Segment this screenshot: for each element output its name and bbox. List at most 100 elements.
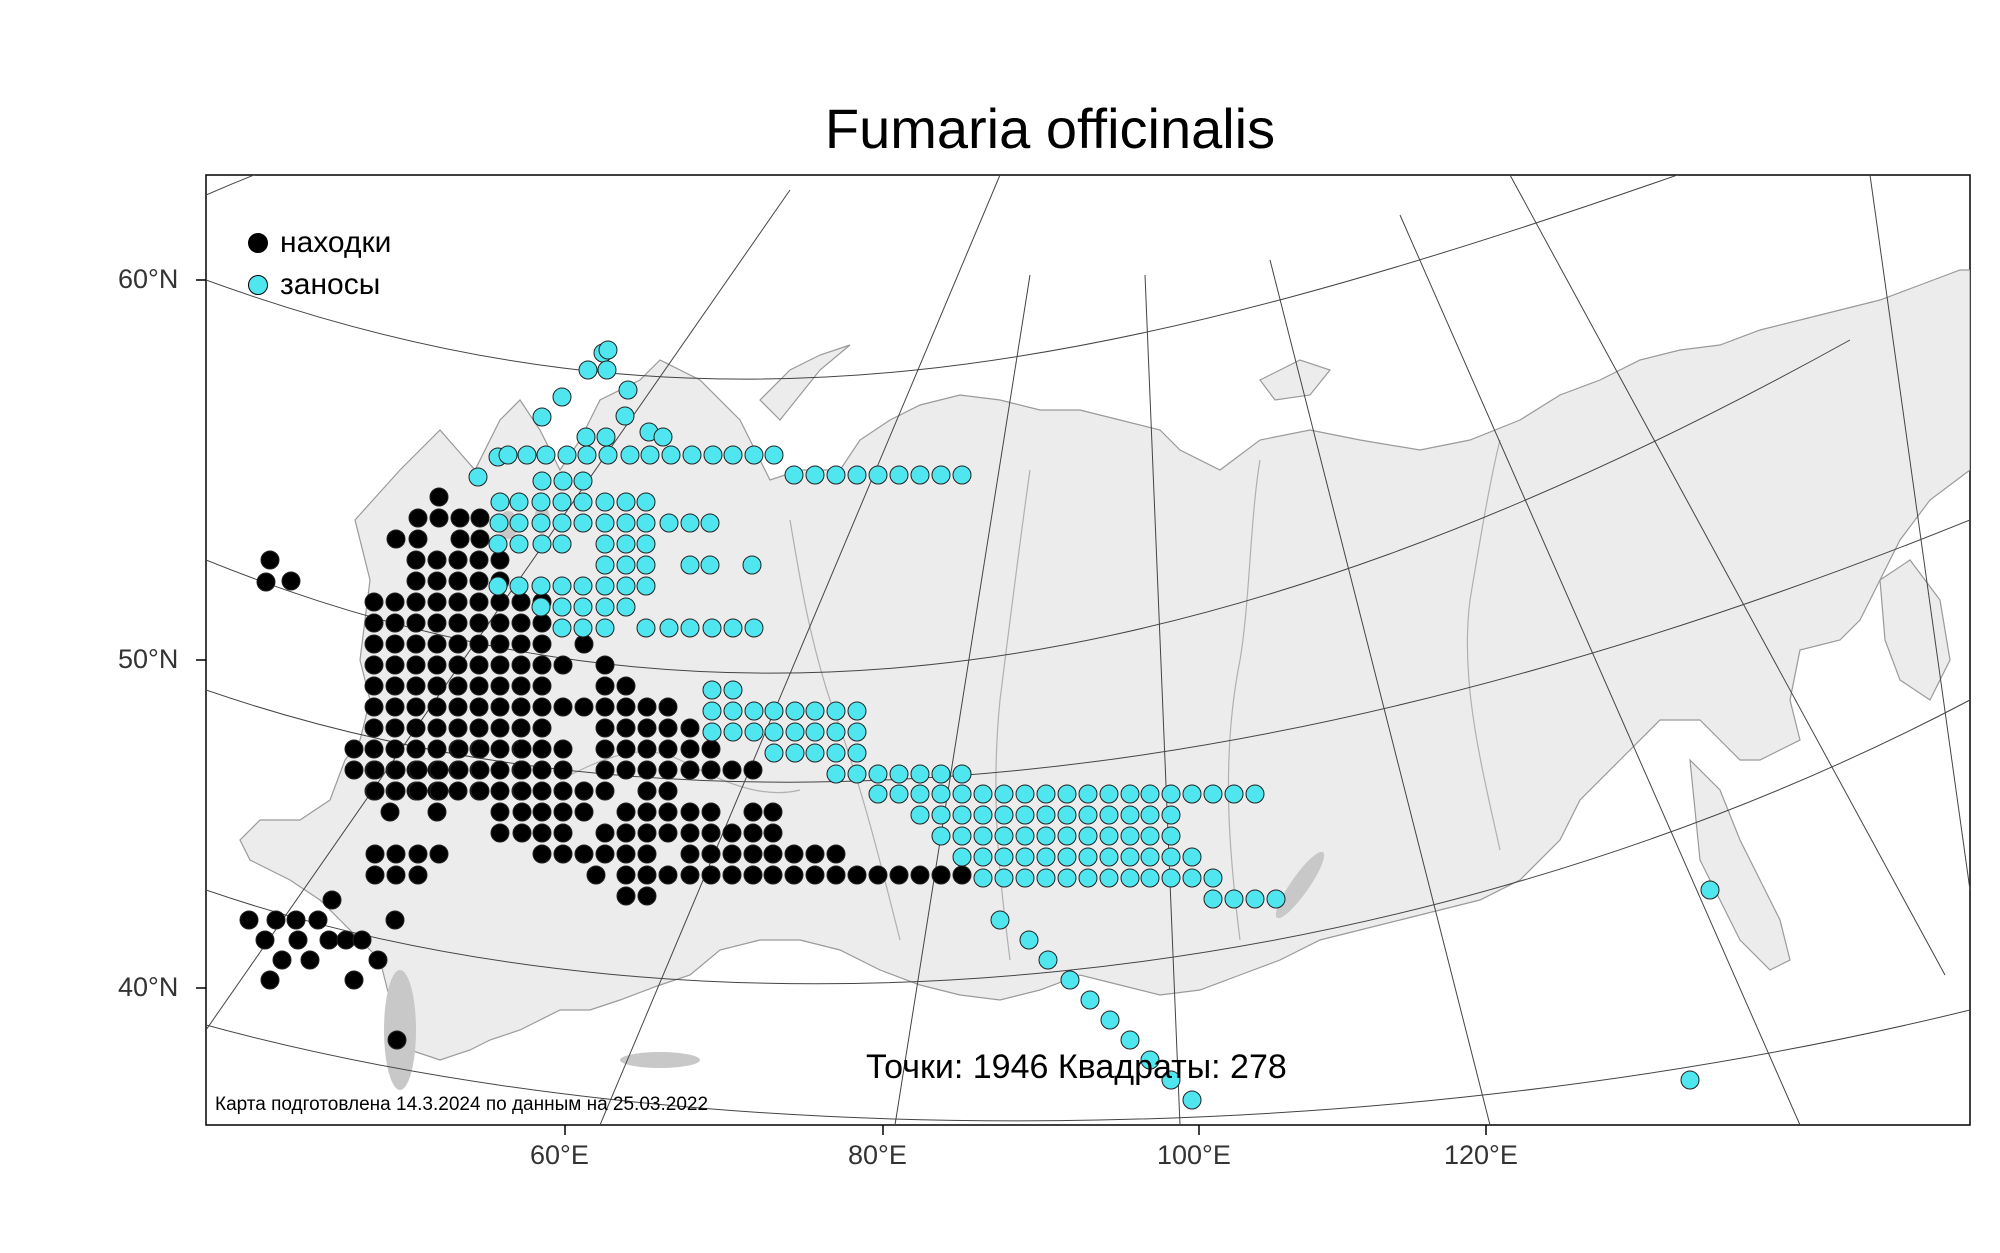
find-record-dot	[448, 550, 468, 570]
introduction-record-dot	[595, 513, 615, 533]
introduction-record-dot	[785, 722, 805, 742]
caspian-sea	[384, 970, 416, 1090]
introduction-record-dot	[578, 360, 598, 380]
find-record-dot	[288, 930, 308, 950]
find-record-dot	[408, 865, 428, 885]
find-record-dot	[365, 781, 385, 801]
introduction-record-dot	[973, 826, 993, 846]
find-record-dot	[532, 739, 552, 759]
introduction-record-dot	[1080, 990, 1100, 1010]
find-record-dot	[406, 613, 426, 633]
find-record-dot	[386, 529, 406, 549]
find-record-dot	[743, 865, 763, 885]
introduction-record-dot	[531, 513, 551, 533]
find-record-dot	[380, 802, 400, 822]
introduction-record-dot	[990, 910, 1010, 930]
introduction-record-dot	[618, 380, 638, 400]
find-record-dot	[429, 844, 449, 864]
find-record-dot	[701, 844, 721, 864]
lake-baikal	[1275, 851, 1325, 919]
introduction-record-dot	[616, 513, 636, 533]
introduction-record-dot	[910, 805, 930, 825]
find-record-dot	[722, 865, 742, 885]
find-record-dot	[595, 718, 615, 738]
introduction-record-dot	[595, 576, 615, 596]
find-record-dot	[385, 592, 405, 612]
introduction-record-dot	[826, 722, 846, 742]
find-record-dot	[469, 592, 489, 612]
find-record-dot	[763, 844, 783, 864]
find-record-dot	[256, 572, 276, 592]
introduction-record-dot	[723, 701, 743, 721]
find-record-dot	[658, 781, 678, 801]
find-record-dot	[308, 910, 328, 930]
find-record-dot	[470, 529, 490, 549]
find-record-dot	[319, 930, 339, 950]
introduction-record-dot	[577, 445, 597, 465]
find-record-dot	[408, 529, 428, 549]
introduction-record-dot	[1140, 826, 1160, 846]
find-record-dot	[336, 930, 356, 950]
find-record-dot	[427, 718, 447, 738]
find-record-dot	[322, 890, 342, 910]
introduction-record-dot	[702, 722, 722, 742]
find-record-dot	[637, 718, 657, 738]
find-record-dot	[386, 781, 406, 801]
find-record-dot	[427, 613, 447, 633]
find-record-dot	[364, 718, 384, 738]
legend-item-finds: находки	[248, 222, 391, 264]
introduction-record-dot	[1120, 868, 1140, 888]
find-record-dot	[469, 697, 489, 717]
introduction-record-dot	[1078, 784, 1098, 804]
introduction-record-dot	[868, 465, 888, 485]
find-record-dot	[553, 823, 573, 843]
map-title: Fumaria officinalis	[824, 97, 1276, 160]
introduction-record-dot	[595, 534, 615, 554]
introduction-record-dot	[531, 597, 551, 617]
introduction-record-dot	[573, 576, 593, 596]
introduction-record-dot	[597, 360, 617, 380]
introduction-record-dot	[805, 722, 825, 742]
introduction-record-dot	[640, 445, 660, 465]
introduction-record-dot	[744, 618, 764, 638]
find-record-dot	[637, 865, 657, 885]
introduction-record-dot	[1057, 847, 1077, 867]
find-record-dot	[616, 886, 636, 906]
find-record-dot	[658, 823, 678, 843]
introduction-record-dot	[1038, 950, 1058, 970]
find-record-dot	[847, 865, 867, 885]
introduction-record-dot	[1120, 1030, 1140, 1050]
find-record-dot	[469, 571, 489, 591]
introduction-record-dot	[616, 576, 636, 596]
introductions-dots	[468, 340, 1720, 1110]
introduction-record-dot	[1182, 847, 1202, 867]
introduction-record-dot	[509, 576, 529, 596]
find-record-dot	[385, 655, 405, 675]
find-record-dot	[449, 739, 469, 759]
introduction-record-dot	[620, 445, 640, 465]
find-record-dot	[429, 508, 449, 528]
find-record-dot	[532, 781, 552, 801]
introduction-record-dot	[1161, 847, 1181, 867]
introduction-record-dot	[805, 465, 825, 485]
find-record-dot	[680, 718, 700, 738]
find-record-dot	[805, 844, 825, 864]
introduction-record-dot	[1036, 868, 1056, 888]
introduction-record-dot	[1036, 805, 1056, 825]
introduction-record-dot	[1099, 784, 1119, 804]
introduction-record-dot	[1036, 784, 1056, 804]
find-record-dot	[586, 865, 606, 885]
find-record-dot	[427, 676, 447, 696]
introduction-record-dot	[682, 445, 702, 465]
introduction-record-dot	[931, 784, 951, 804]
find-record-dot	[616, 739, 636, 759]
find-record-dot	[532, 697, 552, 717]
introduction-record-dot	[764, 445, 784, 465]
find-record-dot	[406, 676, 426, 696]
find-record-dot	[448, 592, 468, 612]
introduction-record-dot	[868, 784, 888, 804]
introduction-record-dot	[700, 555, 720, 575]
introduction-record-dot	[1182, 1090, 1202, 1110]
find-record-dot	[616, 697, 636, 717]
find-record-dot	[490, 739, 510, 759]
